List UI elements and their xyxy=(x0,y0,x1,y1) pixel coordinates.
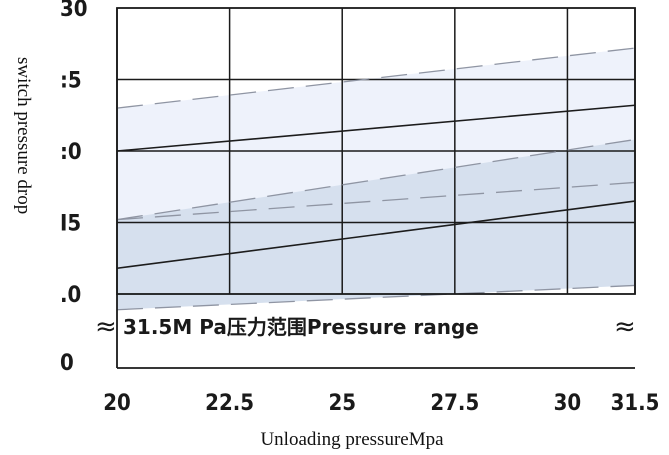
y-tick-label: I5 xyxy=(60,212,81,237)
x-tick-label: 30 xyxy=(554,391,582,416)
x-tick-label: 22.5 xyxy=(205,391,254,416)
series-line-2 xyxy=(116,200,636,270)
axis-break-left: ≈ xyxy=(95,312,117,342)
dashed-bound-1 xyxy=(116,47,636,109)
plot-frame xyxy=(116,7,636,295)
x-axis-title: Unloading pressureMpa xyxy=(260,429,444,450)
y-tick-label: 30 xyxy=(60,0,88,22)
dashed-bounds xyxy=(116,47,636,311)
y-tick-label: 0 xyxy=(60,351,74,376)
y-tick-label: .0 xyxy=(60,283,81,308)
y-tick-labels: 0 .0 I5 :0 :5 30 xyxy=(60,0,88,376)
bands xyxy=(117,48,635,310)
x-tick-label: 31.5 xyxy=(611,391,660,416)
dashed-bound-2 xyxy=(116,181,636,221)
series-lines xyxy=(116,104,636,270)
y-axis-title: switch pressure drop xyxy=(13,57,34,214)
pressure-range-note: 31.5M Pa压力范围Pressure range xyxy=(123,315,479,339)
x-tick-labels: 20 22.5 25 27.5 30 31.5 xyxy=(103,391,659,416)
series-line-1 xyxy=(116,104,636,152)
x-tick-label: 25 xyxy=(328,391,356,416)
y-tick-label: :0 xyxy=(60,140,82,165)
x-tick-label: 20 xyxy=(103,391,131,416)
y-tick-label: :5 xyxy=(60,69,82,94)
band-2 xyxy=(117,139,635,310)
dashed-bound-4 xyxy=(116,284,636,311)
axis-break-right: ≈ xyxy=(614,312,636,342)
x-tick-label: 27.5 xyxy=(430,391,479,416)
dashed-bound-3 xyxy=(116,138,636,221)
